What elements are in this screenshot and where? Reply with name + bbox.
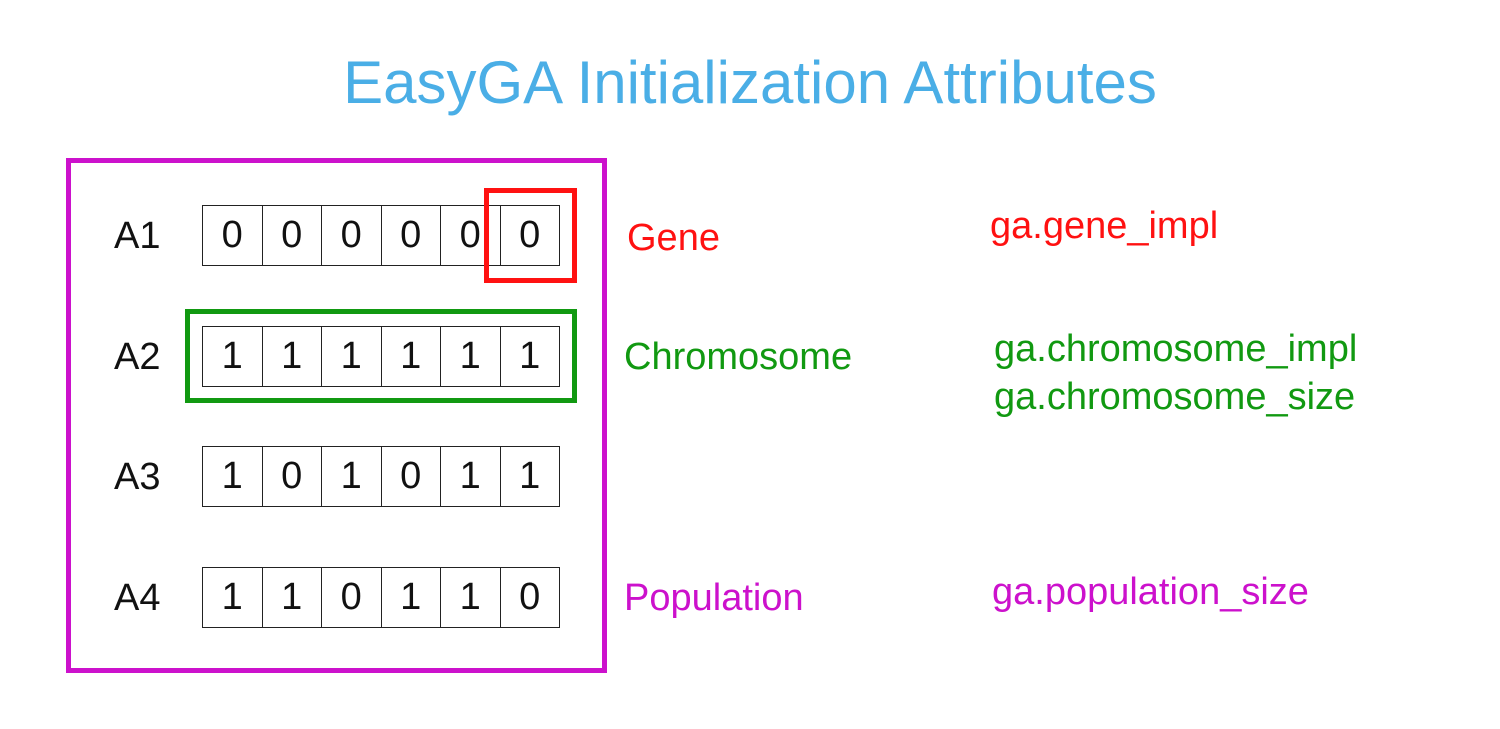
gene-highlight-box xyxy=(484,188,577,283)
individual-label: A4 xyxy=(114,577,161,619)
chromosome-size-attribute: ga.chromosome_size xyxy=(994,376,1356,418)
gene-label: Gene xyxy=(627,217,720,259)
gene-cell: 1 xyxy=(203,447,263,506)
gene-cell: 0 xyxy=(519,576,541,618)
gene-cell: 0 xyxy=(382,206,441,265)
diagram-title: EasyGA Initialization Attributes xyxy=(343,49,1157,116)
gene-cell: 0 xyxy=(382,447,441,506)
individual-label: A1 xyxy=(114,215,161,257)
gene-cell: 1 xyxy=(203,327,263,386)
gene-cell: 1 xyxy=(382,327,441,386)
gene-cell: 0 xyxy=(519,214,541,256)
gene-cell: 0 xyxy=(263,447,322,506)
gene-cell: 1 xyxy=(441,568,501,627)
individual-label: A3 xyxy=(114,456,161,498)
population-attribute: ga.population_size xyxy=(992,571,1309,613)
chromosome-highlight-box xyxy=(185,309,577,403)
individual-label: A2 xyxy=(114,336,161,378)
gene-cell: 1 xyxy=(203,568,263,627)
gene-cell: 1 xyxy=(441,447,501,506)
gene-cell: 1 xyxy=(441,327,501,386)
gene-cell: 1 xyxy=(322,327,382,386)
gene-cell: 1 xyxy=(519,455,541,497)
gene-cell: 1 xyxy=(263,568,322,627)
gene-attribute: ga.gene_impl xyxy=(990,205,1219,247)
gene-cell: 1 xyxy=(322,447,382,506)
gene-cell: 0 xyxy=(263,206,322,265)
gene-cell: 1 xyxy=(519,335,541,377)
gene-cell: 0 xyxy=(322,206,382,265)
gene-cell: 0 xyxy=(322,568,382,627)
gene-cell: 0 xyxy=(441,206,501,265)
chromosome-impl-attribute: ga.chromosome_impl xyxy=(994,328,1358,370)
gene-cell: 1 xyxy=(382,568,441,627)
population-box xyxy=(66,158,607,673)
gene-cell: 0 xyxy=(203,206,263,265)
population-label: Population xyxy=(624,577,804,619)
chromosome-label: Chromosome xyxy=(624,336,853,378)
gene-cell: 1 xyxy=(263,327,322,386)
